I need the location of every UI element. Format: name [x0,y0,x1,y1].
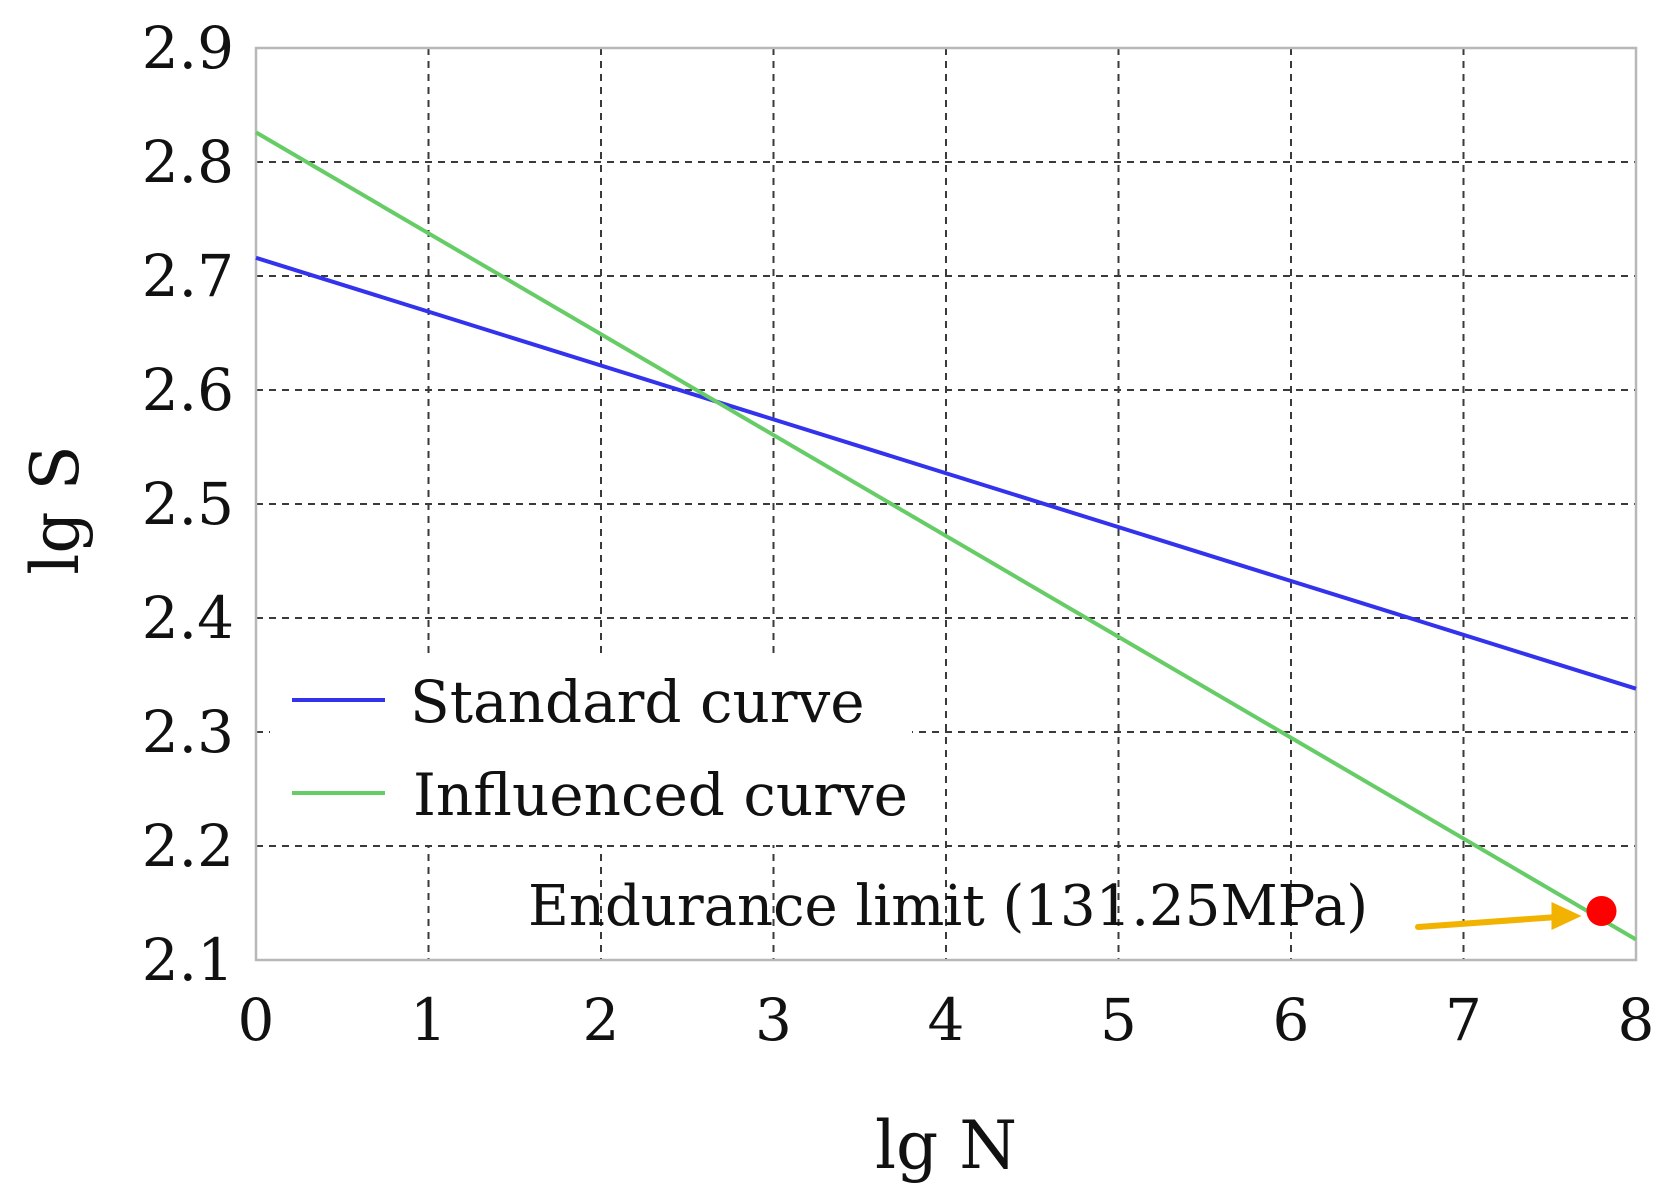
x-tick-label: 3 [755,986,792,1054]
y-tick-label: 2.5 [142,470,234,538]
y-tick-labels: 2.1 2.2 2.3 2.4 2.5 2.6 2.7 2.8 2.9 [142,14,234,994]
legend-background [270,655,912,845]
legend-label-influenced-curve: Influenced curve [413,761,908,829]
x-tick-label: 4 [928,986,965,1054]
endurance-limit-arrowhead [1551,901,1582,930]
x-tick-label: 5 [1100,986,1137,1054]
annotation: Endurance limit (131.25MPa) [528,874,1617,939]
series-line-influenced-curve [254,130,1638,942]
x-tick-labels: 0 1 2 3 4 5 6 7 8 [238,986,1655,1054]
y-tick-label: 2.2 [142,812,234,880]
endurance-limit-label: Endurance limit (131.25MPa) [528,874,1368,939]
endurance-limit-marker [1586,895,1617,926]
gridlines [256,48,1636,960]
x-axis-label: lg N [875,1107,1017,1184]
endurance-limit-arrow [1415,913,1561,930]
x-tick-label: 0 [238,986,275,1054]
y-tick-label: 2.6 [142,356,234,424]
series-lines [254,130,1638,942]
x-tick-label: 7 [1445,986,1482,1054]
y-tick-label: 2.7 [142,242,234,310]
plot-frame [254,46,1638,962]
x-tick-label: 6 [1273,986,1310,1054]
y-axis-label: lg S [17,445,94,575]
x-tick-label: 2 [583,986,620,1054]
y-tick-label: 2.4 [142,584,234,652]
x-tick-label: 1 [410,986,447,1054]
legend-label-standard-curve: Standard curve [410,668,865,736]
series-line-standard-curve [255,255,1637,691]
y-tick-label: 2.8 [142,128,234,196]
legend: Standard curve Influenced curve [270,655,912,845]
x-tick-label: 8 [1618,986,1655,1054]
y-tick-label: 2.9 [142,14,234,82]
y-tick-label: 2.1 [142,926,234,994]
y-tick-label: 2.3 [142,698,234,766]
